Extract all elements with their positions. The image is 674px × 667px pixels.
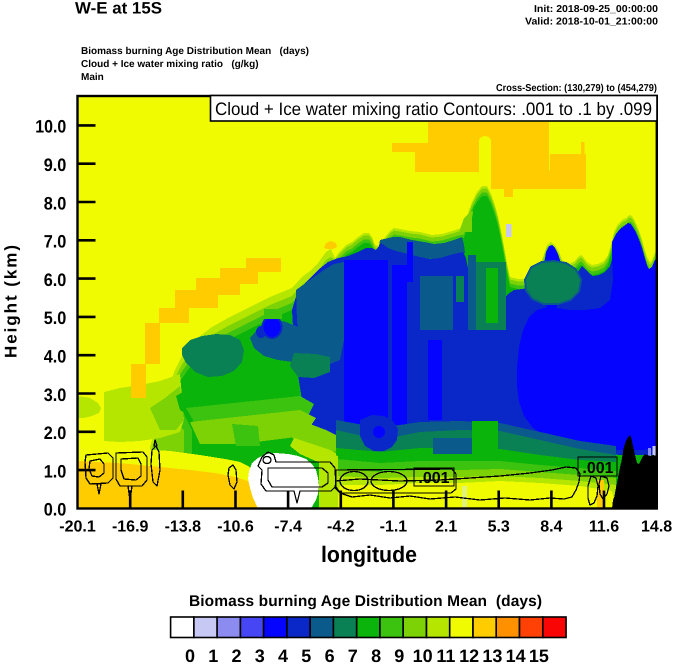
svg-text:6.0: 6.0: [44, 270, 67, 290]
svg-text:10: 10: [413, 646, 433, 666]
svg-text:13: 13: [482, 646, 502, 666]
svg-text:3.0: 3.0: [44, 385, 67, 405]
svg-text:Biomass burning Age Distributi: Biomass burning Age Distribution Mean (d…: [189, 593, 542, 610]
svg-text:9: 9: [394, 646, 404, 666]
svg-text:Height (km): Height (km): [2, 245, 21, 358]
svg-text:14: 14: [506, 646, 526, 666]
svg-text:8.0: 8.0: [44, 193, 67, 213]
svg-text:8.4: 8.4: [540, 519, 562, 536]
svg-text:-13.8: -13.8: [165, 519, 202, 536]
svg-text:5.3: 5.3: [488, 519, 510, 536]
svg-text:.001: .001: [582, 460, 613, 477]
svg-text:Cloud + Ice water mixing ratio: Cloud + Ice water mixing ratio (g/kg): [81, 59, 259, 70]
svg-text:14.8: 14.8: [641, 519, 672, 536]
svg-text:5: 5: [301, 646, 311, 666]
svg-text:2: 2: [231, 646, 241, 666]
svg-text:-7.4: -7.4: [274, 519, 302, 536]
svg-text:Cross-Section: (130,279) to (4: Cross-Section: (130,279) to (454,279): [496, 83, 657, 94]
svg-text:Main: Main: [81, 72, 104, 83]
svg-text:Biomass burning Age Distributi: Biomass burning Age Distribution Mean (d…: [81, 46, 309, 57]
svg-text:longitude: longitude: [321, 542, 417, 567]
svg-text:7.0: 7.0: [44, 232, 67, 252]
svg-text:-10.6: -10.6: [217, 519, 254, 536]
svg-text:3: 3: [255, 646, 265, 666]
svg-text:Cloud + Ice water mixing ratio: Cloud + Ice water mixing ratio Contours:…: [215, 99, 652, 119]
svg-text:8: 8: [371, 646, 381, 666]
svg-text:2.1: 2.1: [435, 519, 457, 536]
svg-text:4: 4: [278, 646, 288, 666]
svg-text:5.0: 5.0: [44, 308, 67, 328]
svg-text:2.0: 2.0: [44, 423, 67, 443]
svg-text:Init: 2018-09-25_00:00:00: Init: 2018-09-25_00:00:00: [534, 4, 658, 15]
svg-text:4.0: 4.0: [44, 347, 67, 367]
svg-text:10.0: 10.0: [35, 117, 66, 137]
svg-text:.001: .001: [418, 470, 449, 487]
svg-text:W-E at 15S: W-E at 15S: [75, 0, 162, 18]
svg-text:Valid: 2018-10-01_21:00:00: Valid: 2018-10-01_21:00:00: [525, 17, 658, 28]
svg-text:-16.9: -16.9: [112, 519, 149, 536]
svg-text:0.0: 0.0: [44, 500, 67, 520]
svg-text:1.0: 1.0: [44, 461, 67, 481]
svg-text:6: 6: [325, 646, 335, 666]
svg-text:0: 0: [185, 646, 195, 666]
svg-text:-4.2: -4.2: [327, 519, 355, 536]
svg-text:11: 11: [436, 646, 455, 666]
svg-text:-1.1: -1.1: [380, 519, 408, 536]
svg-text:7: 7: [348, 646, 358, 666]
svg-text:12: 12: [459, 646, 479, 666]
svg-text:15: 15: [529, 646, 549, 666]
svg-text:-20.1: -20.1: [59, 519, 96, 536]
svg-text:9.0: 9.0: [44, 155, 67, 175]
svg-text:1: 1: [208, 646, 218, 666]
svg-text:11.6: 11.6: [589, 519, 619, 536]
